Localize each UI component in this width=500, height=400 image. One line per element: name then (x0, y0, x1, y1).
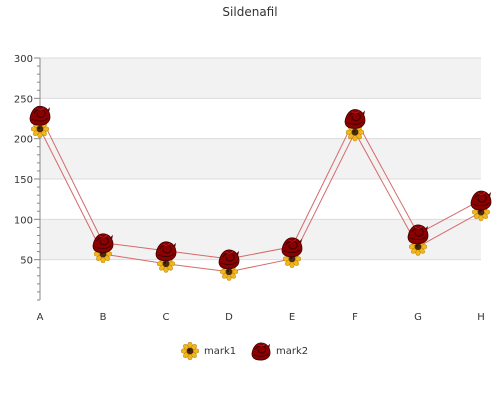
data-point-mark2 (29, 105, 51, 126)
x-tick-label: C (163, 312, 170, 323)
plot-band (40, 98, 481, 139)
legend-label-mark1: mark1 (204, 346, 236, 357)
series-line-mark1 (39, 128, 482, 273)
chart-title: Sildenafil (222, 5, 277, 19)
y-tick-label: 250 (14, 94, 33, 105)
gridlines (40, 57, 481, 261)
x-tick-label: E (289, 312, 295, 323)
x-tick-label: G (414, 312, 422, 323)
x-tick-label: H (477, 312, 485, 323)
plot-band (40, 179, 481, 220)
plot-band (40, 138, 481, 179)
y-tick-label: 150 (14, 175, 33, 186)
y-tick-label: 200 (14, 135, 33, 146)
x-tick-label: A (37, 312, 44, 323)
series-layer (29, 105, 492, 281)
legend-sunflower-icon (181, 342, 199, 360)
legend-rose-icon (251, 342, 271, 361)
y-tick-label: 100 (14, 215, 33, 226)
series-line-mark2 (39, 115, 482, 260)
legend-label-mark2: mark2 (276, 346, 308, 357)
plot-band (40, 58, 481, 99)
x-tick-label: B (100, 312, 107, 323)
x-tick-label: F (352, 312, 358, 323)
legend: mark1 mark2 (181, 342, 308, 361)
x-tick-label: D (225, 312, 233, 323)
axes: 50 100 150 200 250 300 A B C D E F G H (14, 54, 485, 323)
y-tick-label: 50 (20, 256, 33, 267)
plot-bands (40, 58, 481, 300)
y-tick-label: 300 (14, 54, 33, 65)
plot-band (40, 259, 481, 300)
